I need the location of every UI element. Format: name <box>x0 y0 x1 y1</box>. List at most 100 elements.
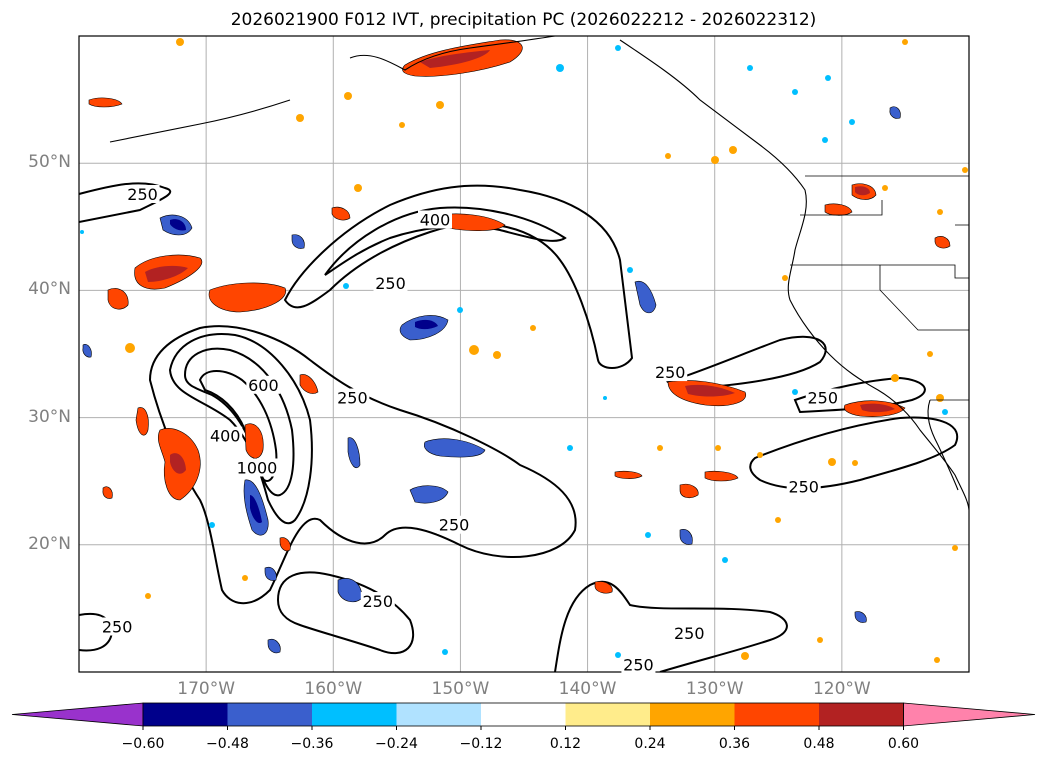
precip-positive-dot <box>436 101 444 109</box>
contour-label: 250 <box>655 363 686 382</box>
precip-positive-dots <box>125 38 968 663</box>
ivt-contour-400-central <box>168 333 313 525</box>
precip-negative-area <box>889 106 901 119</box>
na-west-coastline <box>619 39 969 511</box>
precip-negative-area <box>291 234 305 249</box>
longitude-label: 150°W <box>431 679 490 699</box>
precip-negative <box>82 106 901 654</box>
precip-negative-dot <box>567 445 573 451</box>
contour-label-background <box>805 388 840 407</box>
precip-positive-dot <box>828 458 836 466</box>
contour-label-background <box>100 617 135 636</box>
ivt-contour-250-south <box>276 571 415 655</box>
precip-negative-dot <box>792 389 798 395</box>
contour-label-background <box>235 458 279 477</box>
precip-positive-dot <box>242 575 248 581</box>
precip-positive-dot <box>354 184 362 192</box>
precip-positive-dot <box>344 92 352 100</box>
contour-label-background <box>437 515 472 534</box>
precip-positive-area <box>135 407 149 436</box>
contour-label-background <box>208 426 243 445</box>
contour-label-background <box>621 655 656 674</box>
precip-positive-area <box>88 97 123 108</box>
precip-positive-dot <box>934 657 940 663</box>
precip-negative-dot <box>942 409 948 415</box>
state-border-wa-or <box>800 200 883 216</box>
precip-positive-dot <box>715 445 721 451</box>
colorbar-tick-label: 0.48 <box>803 736 835 752</box>
precip-negative-dot <box>209 522 215 528</box>
precip-positive-dot <box>782 275 788 281</box>
longitude-label: 130°W <box>685 679 744 699</box>
precip-positive-dot <box>711 156 719 164</box>
colorbar-tick-label: −0.24 <box>375 736 418 752</box>
precip-negative-area <box>634 280 657 314</box>
precip-negative-dot <box>645 532 651 538</box>
colorbar-segment <box>227 703 312 726</box>
precip-negative-dot <box>603 396 607 400</box>
colorbar <box>11 702 1036 730</box>
precip-negative-dot <box>442 649 448 655</box>
precip-positive-dot <box>937 209 943 215</box>
precip-negative-dot <box>747 65 753 71</box>
precip-positive-dot <box>952 545 958 551</box>
precip-positive-area <box>279 537 291 552</box>
contour-label: 250 <box>102 617 133 636</box>
contour-label: 400 <box>210 427 241 446</box>
precip-positive-dot <box>530 325 536 331</box>
contour-label: 400 <box>420 210 451 229</box>
precip-negative-dot <box>457 307 463 313</box>
precip-positive-dot <box>145 593 151 599</box>
precip-positive-core-area <box>420 50 490 68</box>
longitude-label: 140°W <box>558 679 617 699</box>
precip-negative-area <box>679 529 693 545</box>
precip-positive-dot <box>741 652 749 660</box>
political-boundaries <box>790 175 969 401</box>
colorbar-segment <box>819 703 904 726</box>
precip-negative-dot <box>825 75 831 81</box>
precip-positive-area <box>244 423 264 459</box>
colorbar-tick-label: 0.60 <box>887 736 920 752</box>
ivt-contour-250-central <box>148 325 577 605</box>
precip-positive-dot <box>927 351 933 357</box>
precip-positive-dot <box>729 146 737 154</box>
contour-label-background <box>360 592 395 611</box>
precip-positive-dot <box>882 185 888 191</box>
precip-positive-area <box>331 206 351 221</box>
colorbar-tick-label: 0.36 <box>718 736 751 752</box>
ivt-contour-600 <box>183 347 295 497</box>
precip-positive-dot <box>891 374 899 382</box>
precip-negative-core-area <box>415 319 438 330</box>
map-plot-area <box>79 36 969 672</box>
contour-label: 250 <box>439 516 470 535</box>
ivt-contour-250-west <box>79 182 172 223</box>
contour-label-background <box>246 375 281 394</box>
precip-positive-dot <box>775 517 781 523</box>
gridlines <box>79 36 969 672</box>
latitude-label: 40°N <box>28 279 71 300</box>
precip-positive-dot <box>657 445 663 451</box>
ivt-contour-250-east-3 <box>749 416 958 490</box>
contour-label-background <box>373 274 408 293</box>
precip-negative-area <box>82 344 92 358</box>
contour-label-background <box>418 210 452 229</box>
precip-positive-area <box>824 203 853 216</box>
contour-label-background <box>786 477 821 496</box>
precip-negative-dot <box>627 267 633 273</box>
precip-positive-dot <box>902 39 908 45</box>
precip-positive-core-area <box>860 403 895 413</box>
contour-label: 250 <box>363 592 394 611</box>
precip-positive-area <box>934 236 951 249</box>
precip-positive-core-area <box>145 265 188 282</box>
precip-negative-core-area <box>170 219 186 231</box>
contour-label: 250 <box>337 389 368 408</box>
longitude-label: 160°W <box>304 679 363 699</box>
map-frame <box>78 35 970 673</box>
precip-positive-dot <box>665 153 671 159</box>
coastlines <box>109 36 969 511</box>
ivt-contours <box>79 182 958 672</box>
precip-positive-dot <box>936 394 944 402</box>
colorbar-tick-label: −0.12 <box>459 736 503 752</box>
ivt-contour-250-northern-river <box>283 184 634 369</box>
